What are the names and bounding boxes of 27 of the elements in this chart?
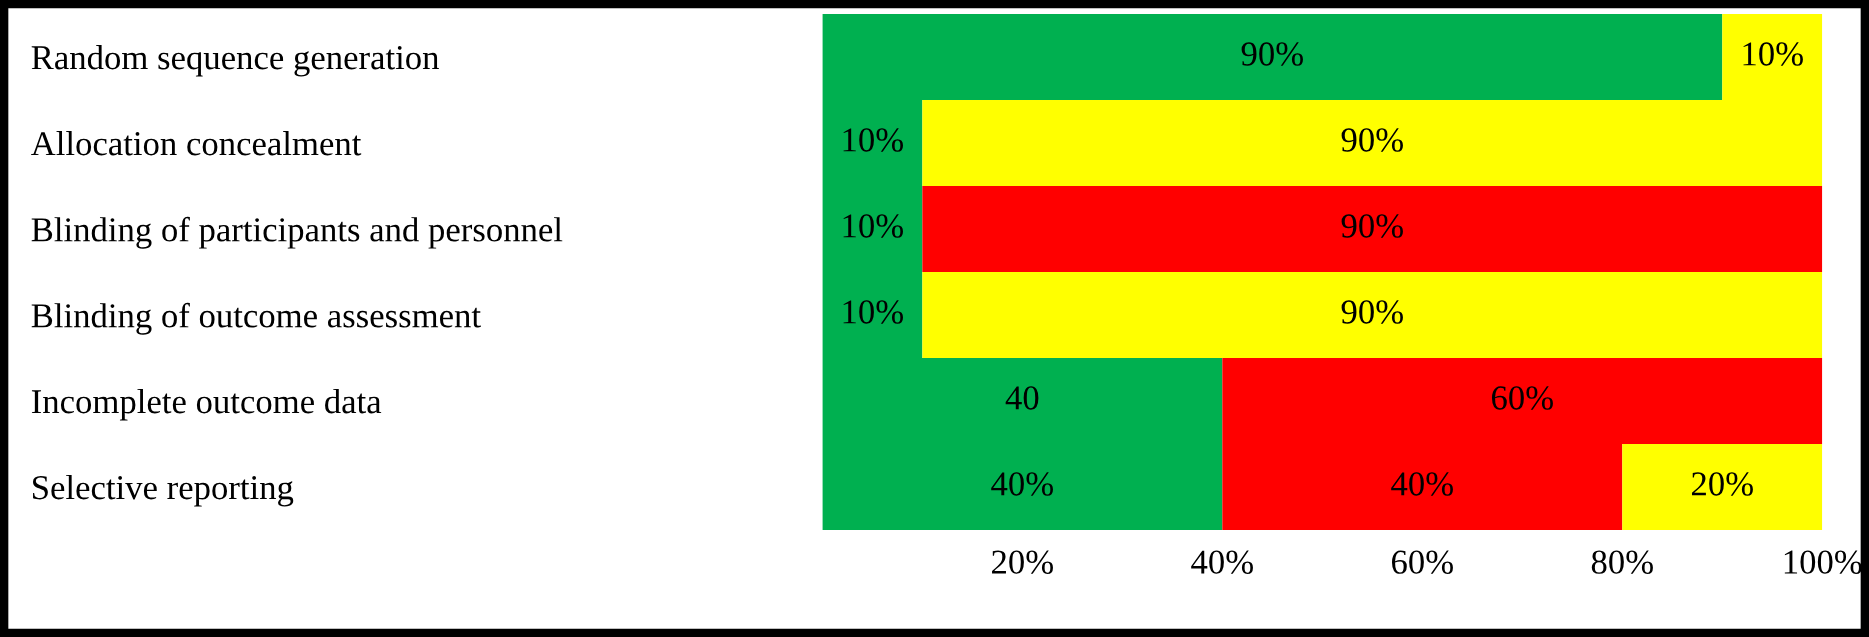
- y-tick-label: Random sequence generation: [31, 44, 439, 77]
- data-label: 10%: [843, 214, 903, 238]
- data-label: 10%: [843, 300, 903, 324]
- data-label: 20%: [1691, 472, 1753, 496]
- data-label: 10%: [843, 128, 903, 152]
- y-tick-label: Incomplete outcome data: [31, 388, 382, 421]
- bar: [1622, 443, 1823, 530]
- x-tick-label: 60%: [1391, 550, 1453, 574]
- data-label: 60%: [1491, 386, 1553, 410]
- data-label: 90%: [1241, 42, 1303, 66]
- data-label: 90%: [1341, 128, 1403, 152]
- data-label: 40%: [1391, 472, 1453, 496]
- bar: [922, 186, 1823, 272]
- y-tick-label: Blinding of outcome assessment: [31, 302, 481, 335]
- x-tick-label: 80%: [1591, 550, 1653, 574]
- data-label: 90%: [1341, 300, 1403, 324]
- x-tick-label: 20%: [992, 550, 1053, 574]
- data-label: 10%: [1743, 42, 1803, 66]
- y-tick-label: Selective reporting: [33, 474, 294, 507]
- data-label: 40%: [991, 472, 1053, 496]
- x-tick-label: 40%: [1191, 550, 1253, 574]
- bar: [922, 272, 1823, 358]
- y-tick-label: Blinding of participants and personnel: [31, 216, 563, 249]
- x-tick-label: 100%: [1784, 550, 1862, 574]
- data-label: 40: [1005, 386, 1039, 410]
- y-tick-label: Allocation concealment: [31, 130, 362, 156]
- data-label: 90%: [1341, 214, 1403, 238]
